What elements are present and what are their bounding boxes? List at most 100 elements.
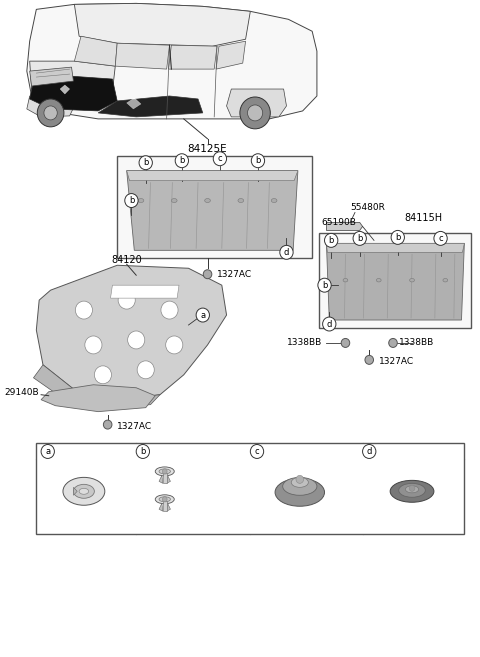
Circle shape [251, 445, 264, 459]
Circle shape [37, 99, 64, 127]
Text: b: b [328, 236, 334, 245]
Polygon shape [168, 45, 217, 69]
Text: 1338BB: 1338BB [288, 338, 323, 348]
Text: d: d [326, 319, 332, 328]
Polygon shape [159, 503, 163, 511]
Text: 84136: 84136 [267, 447, 298, 457]
Text: a: a [200, 311, 205, 319]
Text: b: b [179, 156, 184, 165]
Circle shape [203, 270, 212, 279]
Polygon shape [110, 285, 179, 298]
Polygon shape [159, 476, 163, 484]
Polygon shape [127, 171, 298, 250]
Text: b: b [143, 158, 148, 167]
Polygon shape [36, 265, 227, 399]
Circle shape [318, 278, 331, 292]
Text: 84125E: 84125E [188, 144, 228, 154]
Circle shape [213, 152, 227, 166]
Circle shape [128, 331, 145, 349]
Bar [163, 470, 167, 484]
Ellipse shape [271, 198, 277, 202]
Text: b: b [140, 447, 145, 456]
Polygon shape [73, 487, 77, 495]
Circle shape [118, 291, 135, 309]
Ellipse shape [376, 279, 381, 282]
Text: c: c [438, 234, 443, 243]
Ellipse shape [79, 488, 89, 494]
Ellipse shape [399, 484, 425, 497]
Text: 1327AC: 1327AC [379, 357, 414, 367]
Text: 1043EA: 1043EA [177, 466, 209, 475]
Ellipse shape [409, 279, 414, 282]
Circle shape [365, 355, 373, 365]
Polygon shape [30, 61, 115, 96]
Text: c: c [255, 447, 259, 456]
Polygon shape [27, 93, 74, 117]
Text: b: b [357, 234, 362, 243]
Circle shape [389, 338, 397, 348]
Text: 65190B: 65190B [322, 218, 357, 227]
Ellipse shape [275, 478, 324, 507]
Polygon shape [98, 96, 203, 117]
Circle shape [162, 497, 167, 502]
Polygon shape [115, 43, 169, 69]
Polygon shape [127, 171, 298, 181]
Circle shape [136, 445, 149, 459]
Text: 29140B: 29140B [4, 388, 39, 397]
Circle shape [296, 476, 304, 484]
Circle shape [175, 154, 189, 168]
Text: 1327AC: 1327AC [217, 270, 252, 279]
Circle shape [409, 486, 415, 491]
Ellipse shape [283, 478, 317, 495]
Text: b: b [395, 233, 400, 242]
Ellipse shape [138, 198, 144, 202]
Polygon shape [34, 365, 160, 407]
Circle shape [85, 336, 102, 354]
Circle shape [196, 308, 209, 322]
Ellipse shape [343, 279, 348, 282]
Polygon shape [74, 36, 117, 66]
Ellipse shape [155, 467, 174, 476]
Polygon shape [216, 41, 246, 69]
Polygon shape [27, 3, 317, 119]
Circle shape [252, 154, 264, 168]
Circle shape [44, 106, 57, 120]
Circle shape [341, 338, 350, 348]
Polygon shape [167, 476, 170, 484]
Ellipse shape [238, 198, 244, 202]
Ellipse shape [204, 198, 210, 202]
Polygon shape [167, 503, 170, 511]
Text: 84147: 84147 [58, 447, 89, 457]
Circle shape [137, 361, 154, 379]
Bar [319, 233, 471, 328]
Text: 55480R: 55480R [350, 203, 385, 212]
Polygon shape [30, 67, 73, 86]
Circle shape [434, 231, 447, 245]
Circle shape [248, 105, 263, 121]
Polygon shape [60, 85, 70, 94]
Polygon shape [326, 243, 464, 252]
Polygon shape [326, 243, 464, 320]
Polygon shape [326, 223, 362, 231]
Ellipse shape [159, 469, 170, 474]
Polygon shape [227, 89, 287, 117]
Text: 84120: 84120 [111, 256, 142, 265]
Circle shape [240, 97, 270, 129]
Ellipse shape [390, 480, 434, 502]
Ellipse shape [171, 198, 177, 202]
Text: b: b [322, 281, 327, 290]
Text: d: d [284, 248, 289, 257]
Text: 84136C: 84136C [380, 447, 417, 457]
Circle shape [323, 317, 336, 331]
Circle shape [162, 469, 167, 474]
Circle shape [75, 301, 93, 319]
Polygon shape [127, 98, 141, 109]
Polygon shape [74, 3, 251, 46]
Text: 84115H: 84115H [405, 214, 443, 223]
Text: 1327AC: 1327AC [117, 422, 152, 431]
Circle shape [324, 233, 338, 247]
Polygon shape [41, 385, 155, 412]
Text: 1042AA: 1042AA [177, 495, 210, 504]
Circle shape [95, 366, 111, 384]
Circle shape [166, 336, 183, 354]
